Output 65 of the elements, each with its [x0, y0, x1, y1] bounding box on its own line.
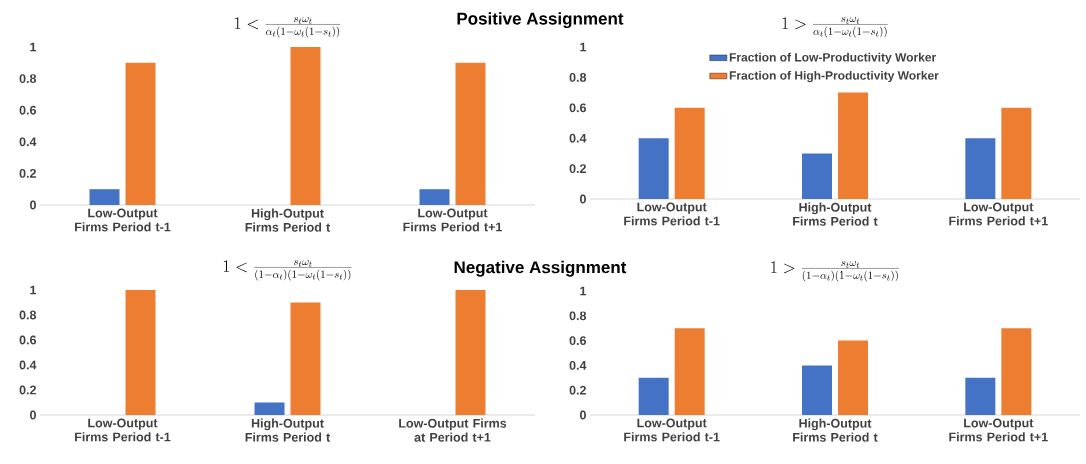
text: Negative Assignment	[454, 260, 627, 277]
bar	[290, 302, 321, 415]
y-tick-label: 0	[580, 410, 586, 420]
bar	[89, 189, 120, 205]
x-tick-label: High-Output Firms Period t	[245, 418, 331, 442]
x-tick-label: High-Output Firms Period t	[245, 208, 331, 232]
bar	[254, 402, 285, 415]
chart-title: $1 < \frac{s_t\omega_t}{\alpha_t(1-\omega_t(1-s_t))}$	[235, 17, 341, 38]
x-tick-label: Low-Output Firms Period t-1	[75, 418, 171, 442]
y-tick-label: 1	[580, 42, 587, 52]
y-tick-label: 0.8	[19, 74, 37, 84]
y-tick-label: 0.8	[569, 311, 587, 321]
x-tick-label: Low-Output Firms Period t+1	[403, 208, 502, 232]
bar	[419, 189, 450, 205]
y-tick-label: 1	[30, 42, 37, 52]
bar	[965, 377, 996, 415]
bar	[125, 290, 156, 415]
bar	[965, 138, 996, 199]
y-tick-label: 0.6	[19, 105, 37, 115]
x-tick-label: High-Output Firms Period t	[793, 202, 878, 226]
y-tick-label: 0.2	[569, 385, 586, 395]
chart-title: $1 > \frac{s_t\omega_t}{(1-\alpha_t)(1-\omega_t(1-s_t))}$	[771, 261, 899, 282]
bar	[290, 47, 321, 205]
bar	[838, 340, 869, 415]
bar	[455, 62, 486, 205]
bar	[638, 138, 669, 199]
bar	[455, 290, 486, 415]
bar	[674, 328, 705, 415]
bar	[838, 92, 869, 199]
bar	[638, 377, 669, 415]
y-tick-label: 1	[580, 286, 587, 296]
y-tick-label: 0	[580, 194, 586, 204]
y-tick-label: 0.6	[569, 103, 587, 113]
y-tick-label: 0.2	[569, 164, 586, 174]
y-tick-label: 0.6	[569, 336, 587, 346]
y-tick-label: 0.4	[19, 137, 37, 147]
x-tick-label: Low-Output Firms Period t-1	[624, 418, 720, 442]
y-tick-label: 1	[30, 285, 37, 295]
bar	[674, 107, 705, 199]
y-tick-label: 0.4	[569, 133, 587, 143]
y-tick-label: 0.4	[19, 360, 37, 370]
y-tick-label: 0.8	[569, 72, 587, 82]
chart-title: $1 > \frac{s_t\omega_t}{\alpha_t(1-\omega_t(1-s_t))}$	[782, 17, 888, 38]
bar	[125, 62, 156, 205]
x-tick-label: High-Output Firms Period t	[793, 418, 878, 442]
x-tick-label: Low-Output Firms at Period t+1	[399, 418, 507, 442]
bar	[1001, 328, 1032, 415]
y-tick-label: 0	[30, 200, 36, 210]
legend-label: Fraction of High-Productivity Worker	[729, 70, 939, 83]
y-tick-label: 0.6	[19, 335, 37, 345]
bar	[802, 153, 833, 199]
y-tick-label: 0.2	[19, 385, 36, 395]
x-tick-label: Low-Output Firms Period t+1	[949, 202, 1048, 226]
legend-label: Fraction of Low-Productivity Worker	[729, 52, 937, 64]
bar	[802, 365, 833, 415]
y-tick-label: 0.4	[569, 360, 587, 370]
x-tick-label: Low-Output Firms Period t+1	[949, 418, 1048, 442]
y-tick-label: 0	[30, 410, 36, 420]
y-tick-label: 0.8	[19, 310, 37, 320]
x-tick-label: Low-Output Firms Period t-1	[624, 202, 720, 226]
x-tick-label: Low-Output Firms Period t-1	[75, 208, 171, 232]
text: Positive Assignment	[457, 12, 624, 29]
bar	[1001, 107, 1032, 199]
chart-title: $1 < \frac{s_t\omega_t}{(1-\alpha_t)(1-\omega_t(1-s_t))}$	[223, 260, 352, 281]
y-tick-label: 0.2	[19, 168, 36, 178]
